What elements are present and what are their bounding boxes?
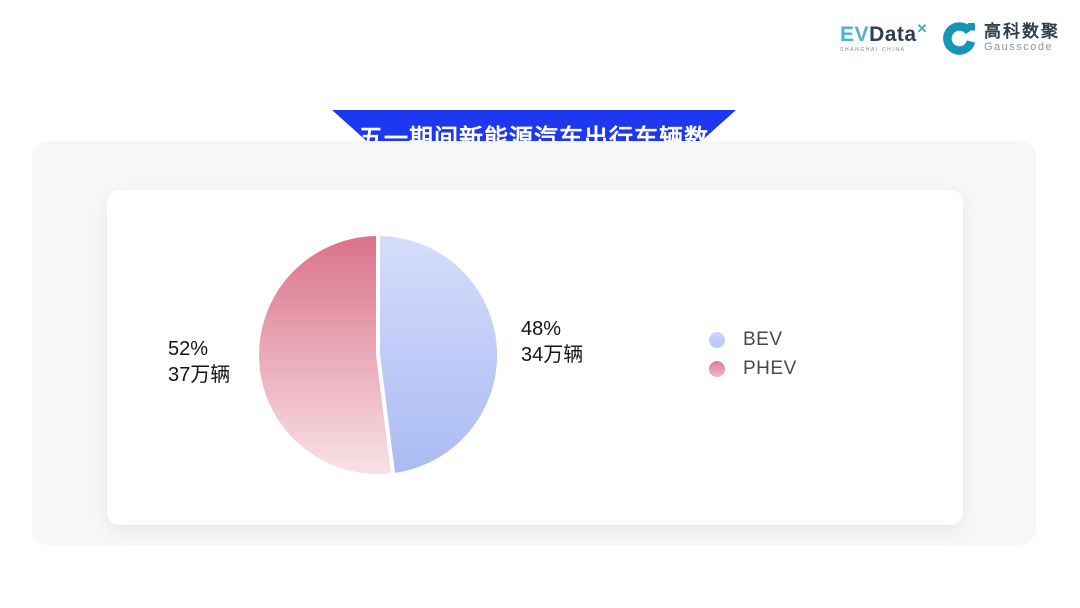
bev-legend-dot-icon [709, 332, 725, 348]
evdata-subtext: SHANGHAI CHINA [840, 46, 906, 53]
phev-legend-label: PHEV [743, 358, 797, 379]
legend-item-bev[interactable]: BEV [709, 329, 797, 351]
bev-percent: 48% [521, 318, 562, 340]
evdata-x-icon: ✕ [916, 20, 928, 36]
bev-value: 34万辆 [521, 344, 584, 366]
phev-percent: 52% [168, 338, 209, 360]
evdata-data-text: Data [869, 22, 917, 46]
chart-card: 48% 34万辆 52% 37万辆 BEV PHEV [107, 190, 963, 525]
phev-slice-label: 52% 37万辆 [168, 336, 230, 388]
pie-slice-phev[interactable] [255, 232, 396, 478]
legend: BEV PHEV [709, 329, 797, 380]
gausscode-en-text: Gausscode [984, 41, 1054, 53]
bev-legend-label: BEV [743, 329, 783, 350]
gausscode-g-icon [943, 22, 976, 55]
phev-value: 37万辆 [168, 364, 231, 386]
gausscode-text: 高科数聚 Gausscode [984, 23, 1060, 53]
phev-legend-dot-icon [709, 361, 725, 377]
evdata-logo: EVData✕ SHANGHAI CHINA [840, 20, 928, 53]
chart-panel: 48% 34万辆 52% 37万辆 BEV PHEV [32, 141, 1036, 545]
evdata-wordmark: EVData✕ [840, 20, 928, 46]
bev-slice-label: 48% 34万辆 [521, 316, 583, 368]
header-logos: EVData✕ SHANGHAI CHINA 高科数聚 Gausscode [840, 20, 1060, 56]
pie-slice-bev[interactable] [376, 232, 502, 478]
evdata-ev-text: EV [840, 22, 870, 46]
gausscode-cn-text: 高科数聚 [984, 22, 1060, 41]
gausscode-logo: 高科数聚 Gausscode [942, 20, 1060, 56]
pie-chart [253, 230, 503, 480]
legend-item-phev[interactable]: PHEV [709, 358, 797, 380]
